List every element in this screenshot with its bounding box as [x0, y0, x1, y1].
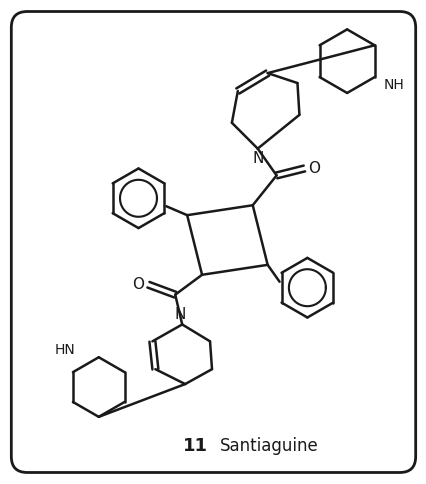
Text: NH: NH	[383, 78, 403, 92]
Text: HN: HN	[55, 343, 75, 357]
Text: Santiaguine: Santiaguine	[220, 437, 318, 454]
Text: 11: 11	[182, 437, 207, 454]
FancyBboxPatch shape	[12, 12, 414, 472]
Text: O: O	[132, 277, 144, 292]
Text: O: O	[308, 161, 320, 176]
Text: N: N	[174, 307, 185, 322]
Text: N: N	[251, 151, 263, 166]
